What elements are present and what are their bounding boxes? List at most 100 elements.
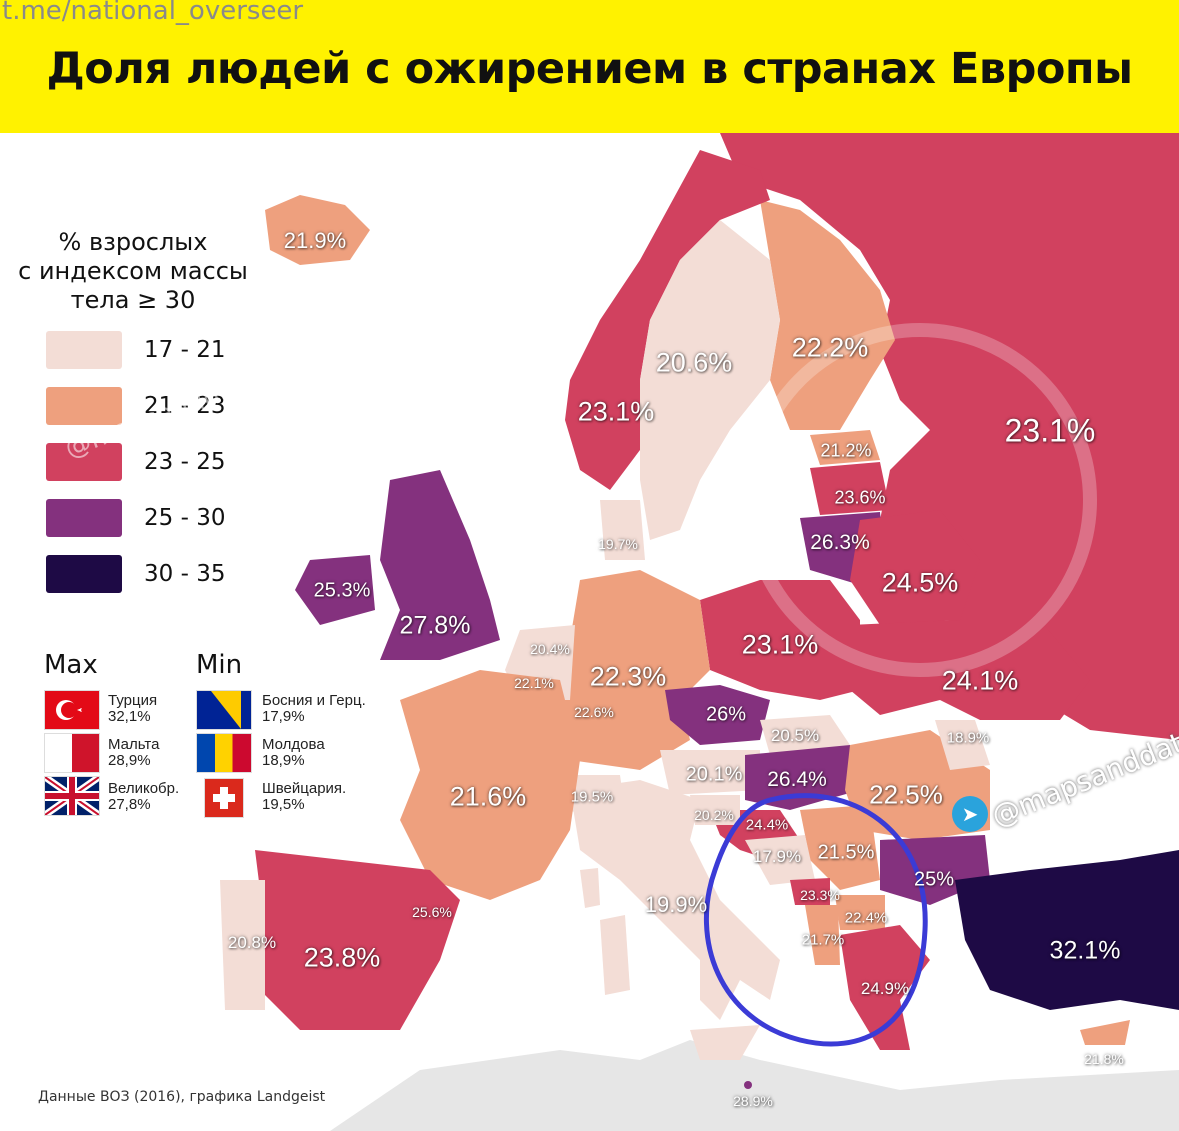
label-spain: 23.8% [303,942,381,973]
legend-swatch-21-23 [46,387,122,425]
legend-title-line3: тела ≥ 30 [70,286,196,314]
switzerland-flag-icon [204,778,244,818]
map-title: Доля людей с ожирением в странах Европы [46,44,1133,94]
label-germany: 22.3% [589,661,667,692]
label-slovakia: 20.5% [770,726,820,745]
montenegro-shape [790,878,830,905]
max-item-1-name: Турция [108,692,158,709]
label-iceland: 21.9% [283,228,347,253]
label-romania: 22.5% [869,779,943,810]
min-heading: Min [196,650,243,680]
label-serbia: 21.5% [817,841,875,864]
sardinia-shape [600,915,630,995]
uk-shape [380,470,500,660]
label-turkey: 32.1% [1049,936,1121,965]
turkey-shape [955,850,1179,1010]
max-item-1: Турция 32,1% [108,693,157,725]
label-belgium: 22.1% [514,675,554,691]
label-greece: 24.9% [860,979,910,998]
label-italy: 19.9% [644,892,708,917]
label-austria: 20.1% [685,763,743,786]
corsica-shape [580,868,600,908]
uk-flag-icon [44,776,100,816]
label-switzerland: 19.5% [570,788,614,806]
turkey-flag-icon [44,690,100,730]
legend-title-line1: % взрослых [58,228,208,256]
min-item-1-name: Босния и Герц. [262,692,366,709]
malta-flag-icon [44,733,100,773]
label-croatia: 24.4% [745,816,789,834]
finland-shape [760,200,895,430]
latvia-shape [810,462,890,515]
label-latvia: 23.6% [834,487,886,508]
czechia-shape [665,685,770,745]
portugal-shape [220,880,265,1010]
belarus-shape [850,510,980,625]
label-france: 21.6% [449,781,527,812]
sicily-shape [690,1025,760,1060]
label-netherlands: 20.4% [530,641,570,657]
max-heading: Max [44,650,98,680]
label-sweden: 20.6% [655,347,733,378]
label-ireland: 25.3% [313,579,371,602]
label-uk: 27.8% [399,611,471,640]
label-poland: 23.1% [741,629,819,660]
max-item-1-value: 32,1% [108,708,151,725]
denmark-shape [600,500,645,560]
serbia-shape [800,805,880,890]
label-russia: 23.1% [1004,412,1096,449]
slovenia-shape [690,795,740,825]
spain-shape [255,850,460,1030]
iceland-shape [265,195,370,265]
malta-shape [744,1081,752,1089]
moldova-flag-icon [196,733,252,773]
label-lithuania: 26.3% [810,531,870,554]
ukraine-shape [850,620,1090,720]
north-africa-shape [330,1040,1179,1131]
channel-link[interactable]: t.me/national_overseer [2,0,304,26]
estonia-shape [810,430,880,465]
label-czechia: 26% [705,703,747,726]
russia-shape [720,133,1179,740]
label-andorra: 25.6% [412,904,452,920]
label-albania: 21.7% [801,931,845,949]
source-footer: Данные ВОЗ (2016), графика Landgeist [38,1089,326,1105]
bosnia-shape [745,835,815,885]
label-north-macedonia: 22.4% [844,909,888,927]
max-item-2-value: 28,9% [108,752,151,769]
legend-label-23-25: 23 - 25 [144,449,226,475]
norway-shape [565,150,770,490]
legend-label-21-23: 21 - 23 [144,393,226,419]
label-estonia: 21.2% [820,440,872,461]
poland-shape [700,580,860,700]
min-item-3-value: 19,5% [262,796,305,813]
ireland-shape [295,555,375,625]
legend-swatch-23-25 [46,443,122,481]
label-bosnia: 17.9% [752,847,802,866]
telegram-icon: ➤ [952,796,988,832]
label-ukraine: 24.1% [941,665,1019,696]
min-item-2-value: 18,9% [262,752,305,769]
label-moldova: 18.9% [946,729,990,747]
label-norway: 23.1% [577,396,655,427]
label-finland: 22.2% [791,332,869,363]
max-item-3: Великобр. 27,8% [108,781,179,813]
albania-shape [805,905,840,965]
hungary-shape [745,745,860,810]
sweden-shape [640,220,780,540]
slovakia-shape [760,715,850,755]
min-item-3-name: Швейцария. [262,780,347,797]
label-luxembourg: 22.6% [574,704,614,720]
europe-map [0,133,1179,1131]
label-montenegro: 23.3% [800,887,840,903]
austria-shape [660,750,760,795]
min-item-1-value: 17,9% [262,708,305,725]
cyprus-shape [1080,1020,1130,1045]
max-item-2-name: Мальта [108,736,160,753]
legend-title: % взрослых с индексом массы тела ≥ 30 [10,228,256,315]
min-item-2-name: Молдова [262,736,325,753]
label-slovenia: 20.2% [694,807,734,823]
legend-title-line2: с индексом массы [18,257,248,285]
north-macedonia-shape [835,895,885,930]
label-portugal: 20.8% [227,933,277,952]
